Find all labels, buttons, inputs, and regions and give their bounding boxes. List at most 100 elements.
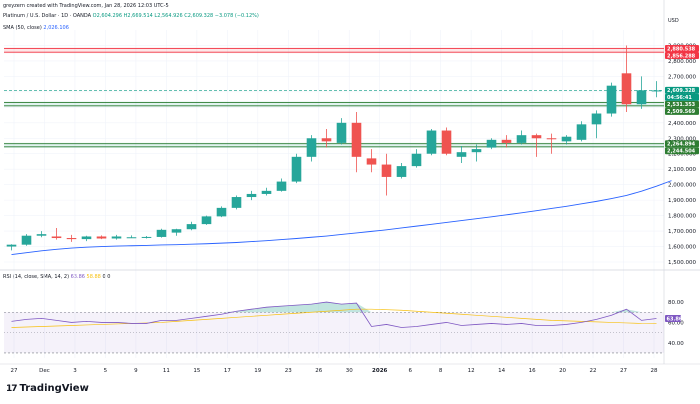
- rsi-label: RSI (14, close, SMA, 14, 2): [3, 274, 70, 280]
- rsi-legend[interactable]: RSI (14, close, SMA, 14, 2) 63.86 58.88 …: [3, 275, 110, 280]
- candle-up: [591, 110, 602, 139]
- candle-body: [411, 153, 422, 167]
- sma-value: 2,026.106: [43, 25, 69, 31]
- rsi-sma-value: 58.88: [86, 274, 101, 280]
- candle-body: [321, 138, 332, 142]
- candle-body: [576, 124, 587, 140]
- candle-up: [606, 82, 617, 117]
- x-tick-label: 6: [408, 368, 412, 374]
- candle-up: [201, 215, 212, 225]
- candle-body: [591, 113, 602, 125]
- price-tag-label: 2,509.569: [667, 109, 696, 115]
- candle-up: [216, 206, 227, 218]
- y-tick-label: 2,700.000: [668, 74, 696, 80]
- x-tick-label: 9: [134, 368, 138, 374]
- price-tag: [665, 86, 699, 94]
- candle-up: [231, 195, 242, 210]
- candle-up: [291, 153, 302, 184]
- price-tag: [665, 147, 699, 155]
- rsi-line: [11, 301, 657, 328]
- candle-body: [351, 122, 362, 157]
- candle-down: [546, 133, 557, 154]
- candle-up: [276, 178, 287, 192]
- price-tag: [665, 100, 699, 108]
- y-tick-label: 2,400.000: [668, 121, 696, 127]
- candle-body: [606, 85, 617, 114]
- candle-body: [456, 152, 467, 157]
- candle-body: [306, 138, 317, 157]
- candle-down: [51, 227, 62, 240]
- candle-body: [471, 149, 482, 153]
- candle-up: [486, 138, 497, 150]
- candle-body: [396, 166, 407, 177]
- y-tick-label: 1,700.000: [668, 229, 696, 235]
- x-tick-label: 30: [346, 368, 353, 374]
- rsi-layer: [4, 301, 664, 354]
- x-tick-label: 28: [651, 368, 658, 374]
- candle-body: [366, 158, 377, 165]
- tradingview-logo[interactable]: 17 TradingView: [6, 383, 89, 394]
- currency-label: USD: [668, 18, 679, 24]
- tv-logo-text: TradingView: [19, 383, 89, 394]
- x-tick-label: 26: [315, 368, 322, 374]
- x-tick-label: Dec: [39, 368, 50, 374]
- candles-layer: [6, 45, 662, 251]
- candle-body: [546, 138, 557, 140]
- rsi-tick-label: 80.00: [668, 300, 684, 306]
- x-tick-label: 3: [73, 368, 77, 374]
- candle-body: [51, 236, 62, 239]
- sma-50-line: [11, 180, 672, 256]
- candle-body: [486, 139, 497, 148]
- rsi-overbought-fill: [11, 302, 657, 313]
- candle-up: [6, 244, 17, 251]
- rsi-value-tag-label: 63.86: [667, 316, 683, 322]
- price-tag-label: 2,264.894: [667, 141, 696, 147]
- candle-body: [186, 224, 197, 230]
- candle-down: [621, 45, 632, 112]
- candle-up: [396, 163, 407, 179]
- price-tag: [665, 93, 699, 101]
- candle-body: [21, 235, 32, 245]
- candle-body: [621, 73, 632, 105]
- y-tick-label: 2,000.000: [668, 183, 696, 189]
- watermark-created-line: greyzern created with TradingView.com, J…: [3, 3, 169, 9]
- x-tick-label: 14: [498, 368, 505, 374]
- footer: [0, 378, 700, 404]
- candle-up: [636, 76, 647, 109]
- sma-label: SMA (50, close): [3, 25, 42, 31]
- candle-up: [651, 81, 662, 98]
- y-tick-label: 2,100.000: [668, 167, 696, 173]
- symbol-legend: Platinum / U.S. Dollar · 1D · OANDA O2,6…: [3, 14, 259, 19]
- candle-up: [156, 228, 167, 238]
- y-tick-label: 2,200.000: [668, 152, 696, 158]
- candle-body: [336, 122, 347, 143]
- candle-body: [516, 135, 527, 143]
- candle-body: [141, 236, 152, 238]
- candle-up: [411, 149, 422, 168]
- x-tick-label: 5: [104, 368, 108, 374]
- candle-up: [336, 118, 347, 145]
- price-tag-label: 2,244.504: [667, 148, 696, 154]
- price-tag-label: 04:56:41: [667, 95, 692, 101]
- sma-legend[interactable]: SMA (50, close) 2,026.106: [3, 26, 69, 31]
- candle-up: [171, 228, 182, 236]
- candle-body: [66, 238, 77, 240]
- x-tick-label: 27: [11, 368, 18, 374]
- candle-body: [276, 181, 287, 191]
- price-grid: [0, 0, 700, 365]
- x-tick-label: 8: [439, 368, 443, 374]
- candle-up: [141, 236, 152, 239]
- rsi-tick-label: 60.00: [668, 320, 684, 326]
- candle-up: [36, 231, 47, 238]
- x-tick-label: 27: [620, 368, 627, 374]
- candle-up: [246, 190, 257, 201]
- x-tick-label: 22: [590, 368, 597, 374]
- price-tag-label: 2,880.538: [667, 46, 696, 52]
- candle-up: [576, 121, 587, 142]
- candle-body: [156, 229, 167, 237]
- rsi-tick-label: 40.00: [668, 341, 684, 347]
- symbol-name: Platinum / U.S. Dollar · 1D · OANDA: [3, 13, 92, 19]
- candle-down: [351, 111, 362, 173]
- price-tag-label: 2,856.288: [667, 53, 696, 59]
